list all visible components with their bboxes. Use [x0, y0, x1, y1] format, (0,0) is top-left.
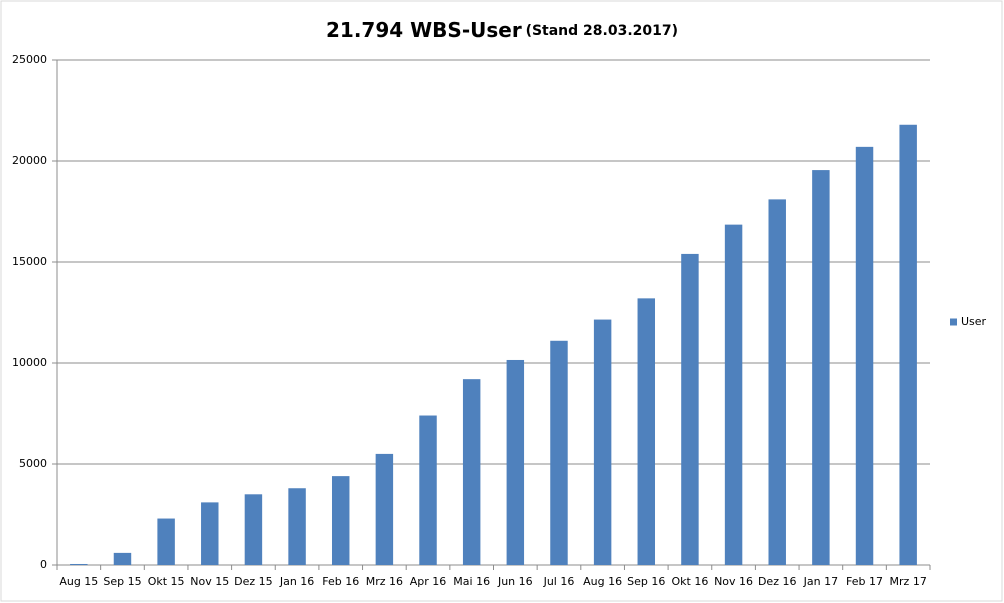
y-tick-label: 0	[40, 558, 47, 571]
y-tick-label: 15000	[12, 255, 47, 268]
x-tick-label: Aug 16	[583, 575, 622, 588]
x-tick-label: Dez 16	[758, 575, 797, 588]
x-tick-label: Okt 16	[672, 575, 709, 588]
bar	[724, 224, 743, 565]
bar	[899, 124, 917, 565]
bar	[855, 146, 874, 566]
legend-label: User	[961, 315, 987, 328]
y-tick-label: 25000	[12, 53, 47, 66]
bar	[812, 170, 830, 565]
chart-title: 21.794 WBS-User	[326, 18, 522, 42]
x-tick-label: Jul 16	[543, 575, 575, 588]
x-tick-label: Jun 16	[497, 575, 533, 588]
x-tick-label: Sep 16	[627, 575, 665, 588]
bar	[244, 494, 263, 565]
x-tick-label: Apr 16	[410, 575, 447, 588]
bar	[331, 476, 350, 565]
bar	[681, 253, 699, 566]
legend-swatch	[950, 318, 957, 326]
bar	[462, 379, 481, 565]
x-tick-label: Dez 15	[234, 575, 273, 588]
x-tick-label: Mrz 17	[890, 575, 927, 588]
y-tick-label: 20000	[12, 154, 47, 167]
x-tick-label: Feb 17	[846, 575, 883, 588]
bar	[201, 502, 219, 565]
x-tick-label: Okt 15	[148, 575, 185, 588]
bar	[637, 298, 656, 565]
bar	[419, 415, 437, 565]
x-tick-label: Sep 15	[103, 575, 141, 588]
x-tick-label: Jan 16	[279, 575, 314, 588]
x-tick-label: Aug 15	[59, 575, 98, 588]
bar	[768, 199, 786, 565]
bar	[113, 552, 132, 565]
y-tick-label: 10000	[12, 356, 47, 369]
chart-subtitle: (Stand 28.03.2017)	[526, 23, 678, 39]
chart-title-group: 21.794 WBS-User (Stand 28.03.2017)	[326, 18, 678, 42]
bar	[593, 319, 612, 565]
y-tick-label: 5000	[19, 457, 47, 470]
x-tick-label: Feb 16	[322, 575, 359, 588]
x-tick-label: Mrz 16	[366, 575, 403, 588]
x-tick-label: Jan 17	[803, 575, 838, 588]
bar	[70, 563, 88, 565]
x-tick-label: Nov 15	[190, 575, 229, 588]
x-tick-label: Nov 16	[714, 575, 753, 588]
x-tick-label: Mai 16	[453, 575, 490, 588]
bar	[506, 359, 525, 565]
bar	[157, 518, 175, 565]
bar	[375, 453, 394, 565]
bar	[550, 340, 568, 565]
bar	[288, 488, 306, 565]
